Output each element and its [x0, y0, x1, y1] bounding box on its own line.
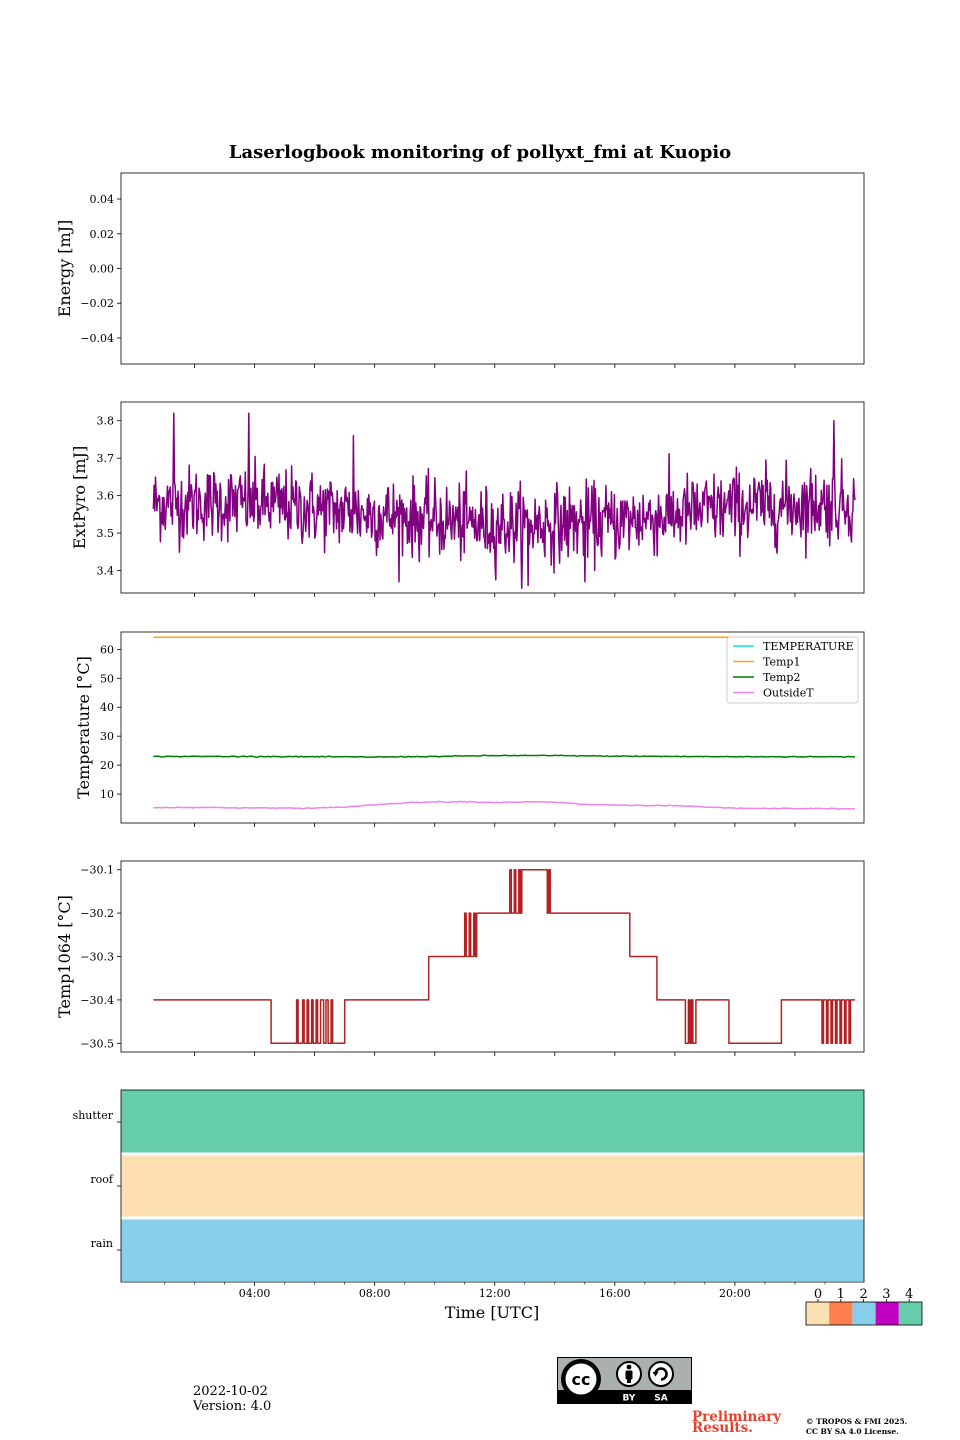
energy-axes-frame: [120, 172, 865, 365]
energy-ytick-label: 0.04: [90, 193, 115, 206]
status-row-rain: [121, 1219, 864, 1281]
colorbar-segment-1: [829, 1302, 853, 1325]
extpyro-ytick-label: 3.8: [97, 415, 115, 428]
status-xtick-label: 20:00: [719, 1287, 751, 1300]
status-xtick-label: 12:00: [479, 1287, 511, 1300]
colorbar-segment-0: [806, 1302, 830, 1325]
preliminary-text: Preliminary: [692, 1406, 781, 1425]
colorbar-frame: [805, 1301, 923, 1326]
status-xtick-label: 04:00: [239, 1287, 271, 1300]
legend-label-outsidet: OutsideT: [763, 687, 814, 700]
cc-sa-label: SA: [654, 1394, 667, 1404]
copyright-line-2: CC BY SA 4.0 License.: [806, 1427, 899, 1436]
copyright-line-1: © TROPOS & FMI 2025.: [806, 1417, 908, 1426]
extpyro-panel: 3.4 3.5 3.6 3.7 3.8 ExtPyro [mJ]: [70, 401, 865, 597]
status-label-rain: rain: [91, 1237, 113, 1250]
extpyro-series-extpyro: [152, 412, 856, 590]
status-row-shutter: [121, 1090, 864, 1153]
temperature-ytick-label: 20: [100, 759, 114, 772]
status-axes-frame: [120, 1089, 865, 1283]
x-axis-label: Time [UTC]: [445, 1303, 539, 1322]
energy-y-axis-label: Energy [mJ]: [55, 220, 74, 318]
temperature-legend: TEMPERATURE Temp1 Temp2 OutsideT: [726, 636, 859, 704]
energy-ytick-label: 0.00: [90, 263, 115, 276]
status-label-shutter: shutter: [73, 1109, 114, 1122]
extpyro-ytick-label: 3.5: [97, 527, 115, 540]
colorbar-segment-3: [875, 1302, 899, 1325]
status-panel: shutter roof rain 04:00 08:00 12:00 16:00 20:00: [73, 1089, 865, 1300]
status-xtick-label: 16:00: [599, 1287, 631, 1300]
temperature-axes-frame: [120, 631, 865, 824]
energy-panel: −0.04 −0.02 0.00 0.02 0.04 Energy [mJ]: [55, 172, 865, 368]
date-text: 2022-10-02: [193, 1384, 268, 1399]
cc-license-icon: cc BY SA: [558, 1359, 691, 1404]
extpyro-ytick-label: 3.4: [97, 565, 115, 578]
temperature-y-axis-label: Temperature [°C]: [74, 656, 93, 799]
temperature-ytick-label: 30: [100, 730, 114, 743]
copyright-text: © TROPOS & FMI 2025. CC BY SA 4.0 Licens…: [806, 1417, 907, 1437]
extpyro-ytick-label: 3.6: [97, 490, 115, 503]
colorbar-tick-label: 4: [905, 1287, 913, 1302]
temperature-ytick-label: 60: [100, 643, 114, 656]
temp1064-axes-frame: [120, 860, 865, 1053]
temp1064-ytick-label: −30.2: [80, 907, 114, 920]
status-xtick-label: 08:00: [359, 1287, 391, 1300]
extpyro-y-axis-label: ExtPyro [mJ]: [70, 446, 89, 549]
legend-label-temperature: TEMPERATURE: [763, 640, 854, 653]
preliminary-line-2: Results.: [692, 1420, 753, 1436]
temp1064-ytick-label: −30.1: [80, 864, 114, 877]
extpyro-ytick-label: 3.7: [97, 452, 115, 465]
colorbar-segment-4: [898, 1302, 922, 1325]
cc-by-label: BY: [623, 1394, 636, 1404]
svg-text:cc: cc: [572, 1370, 591, 1389]
temp1064-series-temp1064: [153, 868, 855, 1045]
temperature-series-outsidet: [153, 800, 856, 810]
preliminary-line-1: Preliminary: [692, 1409, 782, 1425]
status-row-roof: [121, 1155, 864, 1217]
temp1064-panel: −30.5 −30.4 −30.3 −30.2 −30.1 Temp1064 [°C]: [55, 860, 865, 1056]
temperature-ytick-label: 10: [100, 788, 114, 801]
extpyro-axes-frame: [120, 401, 865, 594]
cc-license-badge: cc BY SA: [557, 1357, 692, 1404]
colorbar-segment-2: [852, 1302, 876, 1325]
colorbar-tick-label: 2: [859, 1287, 867, 1302]
energy-ytick-label: −0.04: [80, 332, 114, 345]
temperature-ytick-label: 50: [100, 672, 114, 685]
legend-box: [726, 636, 859, 704]
temp1064-y-axis-label: Temp1064 [°C]: [55, 895, 74, 1018]
status-label-roof: roof: [90, 1173, 114, 1186]
energy-ytick-label: 0.02: [90, 228, 115, 241]
temperature-ytick-label: 40: [100, 701, 114, 714]
energy-ytick-label: −0.02: [80, 297, 114, 310]
legend-label-temp1: Temp1: [763, 656, 800, 669]
temp1064-ytick-label: −30.4: [80, 994, 114, 1007]
version-text: Version: 4.0: [193, 1399, 272, 1414]
colorbar-tick-label: 0: [814, 1287, 822, 1302]
chart-title: Laserlogbook monitoring of pollyxt_fmi a…: [229, 142, 731, 163]
share-alike-icon: [648, 1361, 674, 1387]
colorbar-tick-label: 1: [837, 1287, 845, 1302]
temp1064-ytick-label: −30.5: [80, 1037, 114, 1050]
temperature-series-temp2: [153, 754, 856, 759]
colorbar-tick-label: 3: [882, 1287, 890, 1302]
temp1064-ytick-label: −30.3: [80, 951, 114, 964]
legend-label-temp2: Temp2: [763, 671, 800, 684]
